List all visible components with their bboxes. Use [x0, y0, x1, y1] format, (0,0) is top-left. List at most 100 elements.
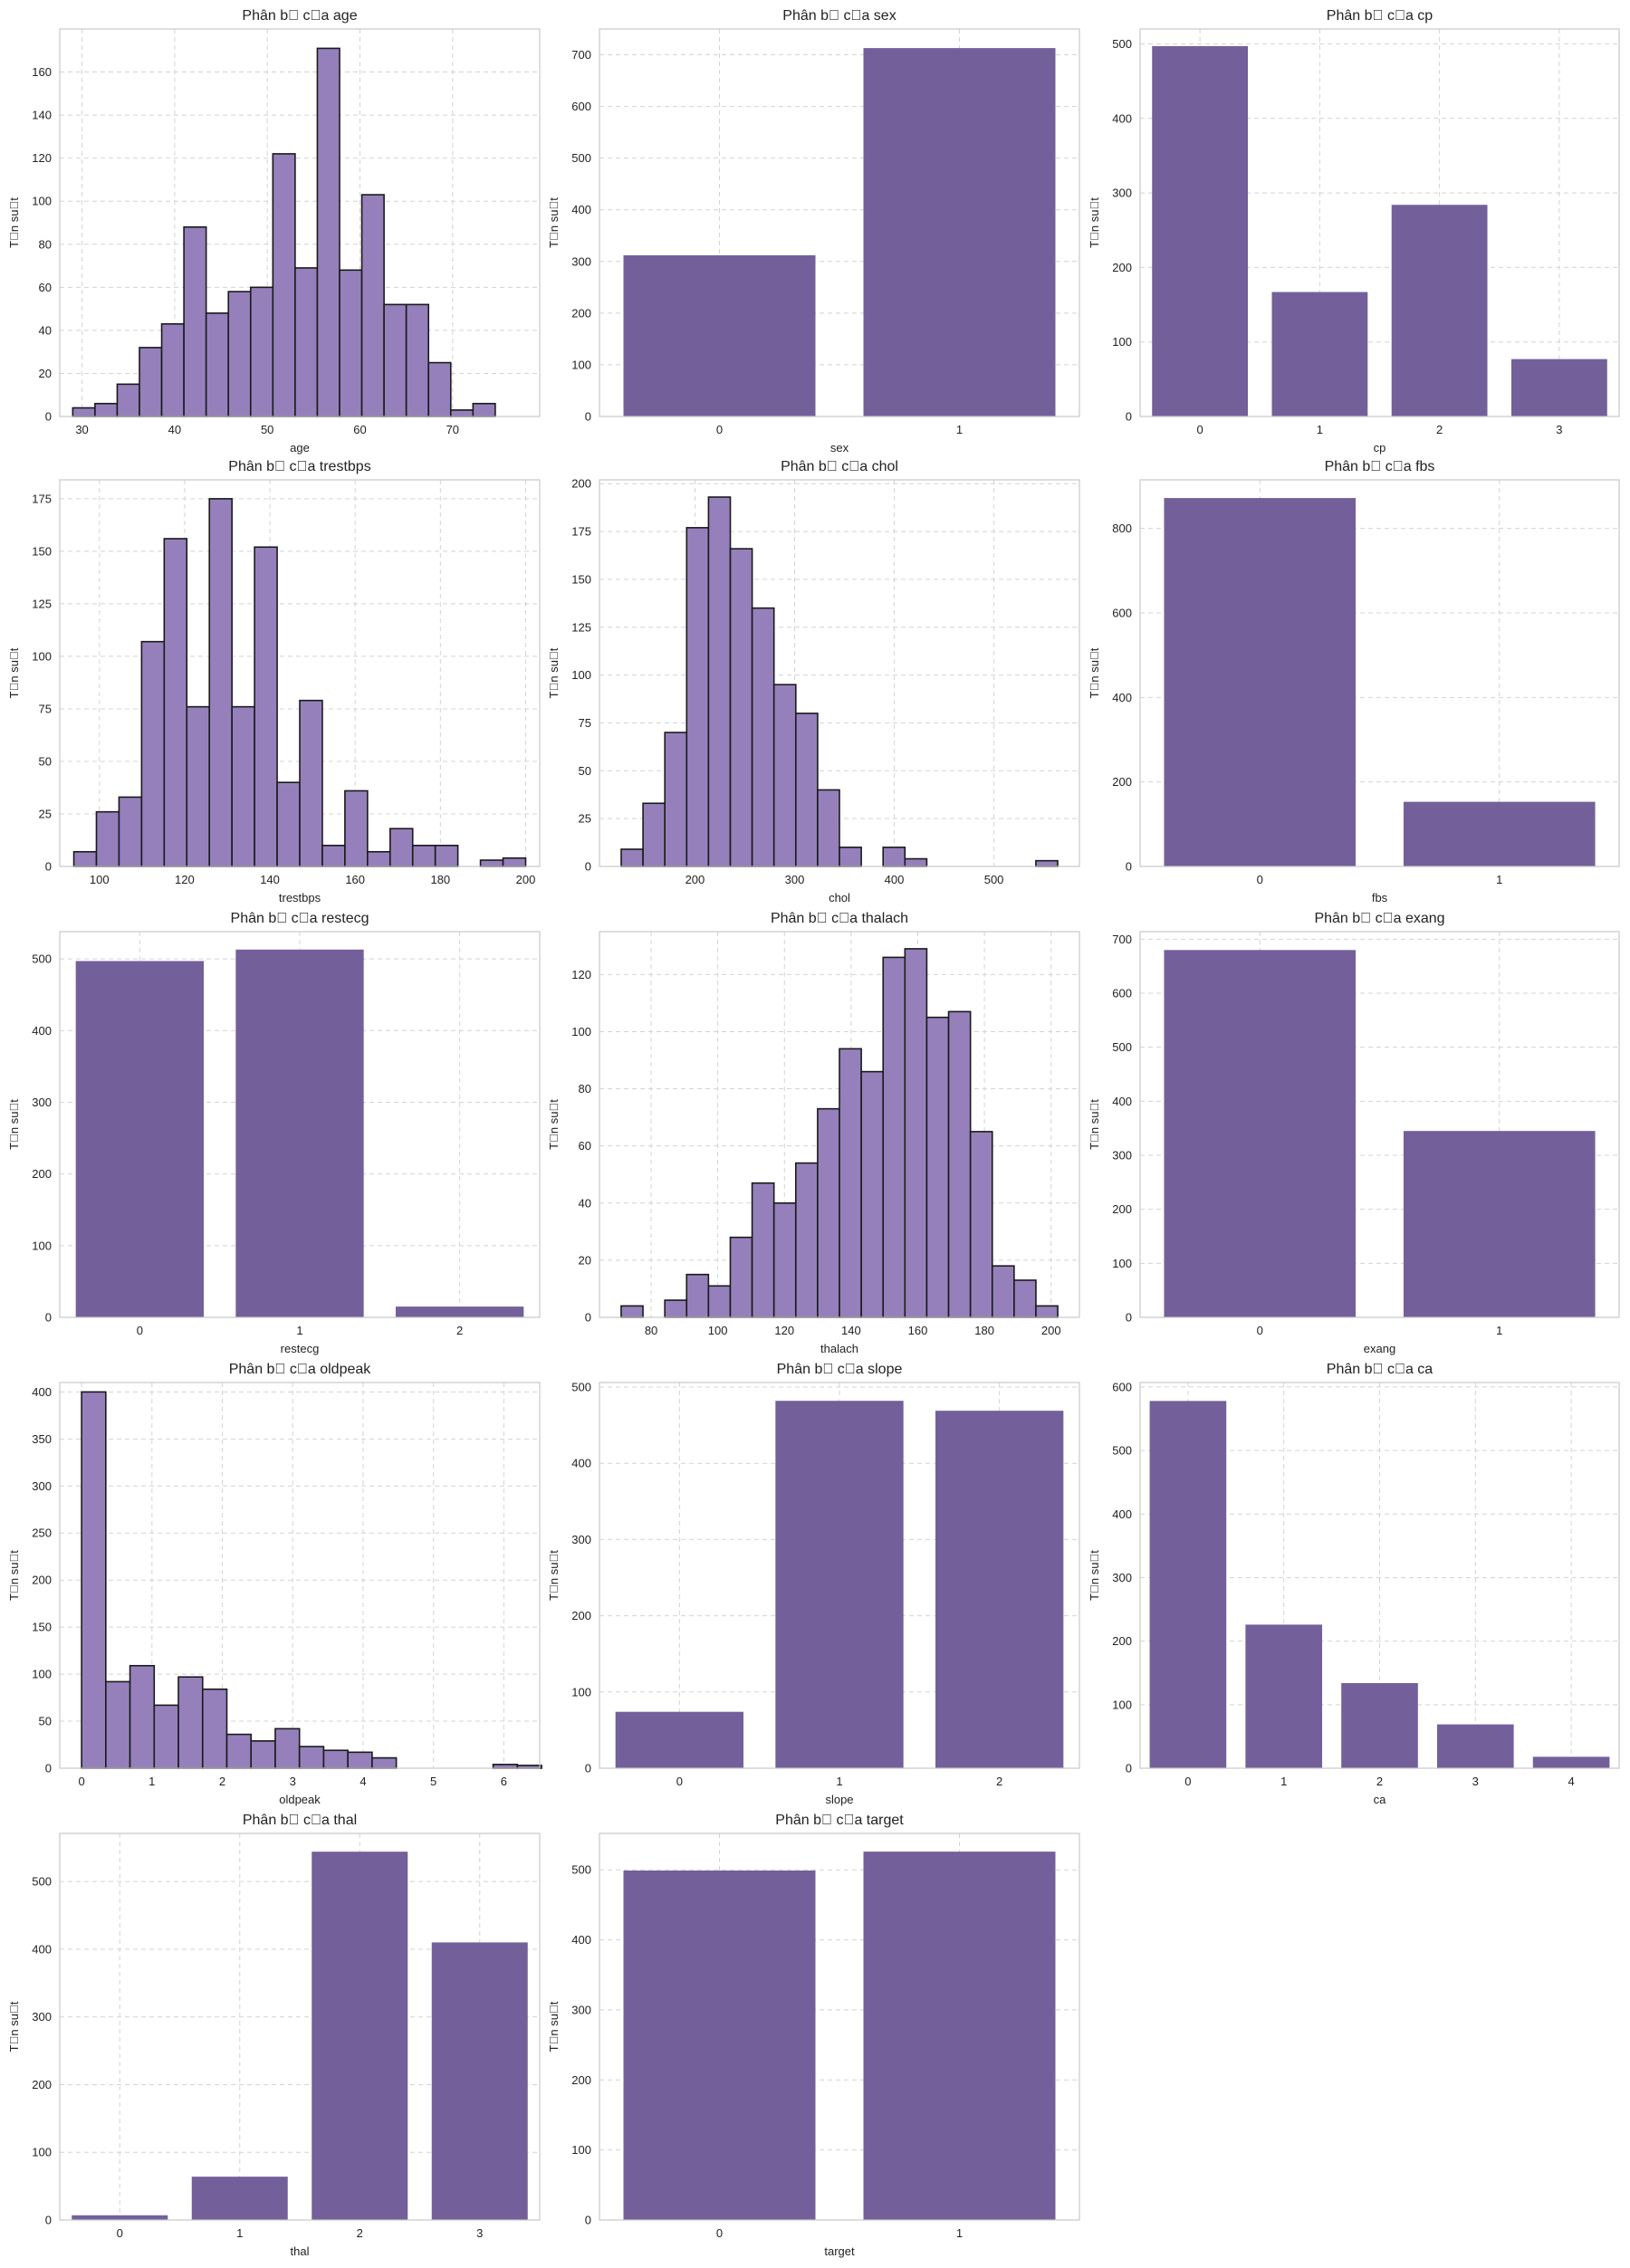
- xtick-label: 70: [446, 423, 459, 436]
- histogram-bar: [294, 267, 319, 417]
- xtick-label: 3: [1556, 423, 1562, 436]
- histogram-bar: [405, 303, 430, 417]
- histogram-bar: [205, 312, 230, 417]
- histogram-bar: [427, 361, 452, 417]
- ytick-label: 200: [1112, 261, 1132, 274]
- xtick-label: 40: [168, 423, 181, 436]
- xtick-label: 0: [1197, 423, 1203, 436]
- plot-frame: [59, 1833, 541, 2221]
- plot-frame: [599, 1833, 1080, 2221]
- bar-3: [431, 1942, 528, 2220]
- histogram-bar: [620, 848, 644, 867]
- ytick-label: 0: [1126, 1311, 1132, 1325]
- ytick-label: 400: [1112, 111, 1132, 125]
- x-axis-label: fbs: [1372, 891, 1388, 904]
- histogram-bar: [925, 1016, 950, 1318]
- histogram-bar: [772, 684, 797, 867]
- histogram-bar: [1013, 1279, 1037, 1318]
- ytick-label: 80: [579, 1082, 591, 1096]
- xtick-label: 140: [841, 1324, 861, 1337]
- histogram-bar: [94, 402, 119, 417]
- histogram-bar: [339, 269, 363, 417]
- ytick-label: 25: [39, 807, 52, 820]
- xtick-label: 1: [1280, 1775, 1287, 1788]
- ytick-label: 0: [45, 410, 52, 424]
- ytick-label: 150: [32, 544, 52, 558]
- ytick-label: 40: [39, 323, 52, 337]
- histogram-bar: [183, 225, 207, 417]
- ytick-label: 0: [585, 2214, 591, 2227]
- x-axis-label: cp: [1374, 441, 1386, 455]
- ytick-label: 500: [571, 1863, 591, 1877]
- subplot-restecg: 0 100 200 300 400 500 0 1 2 Phân b  c a restecg re…: [7, 911, 541, 1355]
- xtick-label: 0: [716, 2226, 723, 2240]
- ytick-label: 200: [32, 1574, 52, 1587]
- histogram-bar: [160, 322, 185, 417]
- ytick-label: 300: [32, 1479, 52, 1493]
- bar-1: [1403, 801, 1596, 866]
- ytick-label: 125: [571, 620, 591, 634]
- plot-frame: [599, 1382, 1080, 1769]
- y-axis-label: T n su t: [7, 1550, 21, 1601]
- xtick-label: 0: [1257, 873, 1263, 886]
- y-axis-label: T n su t: [547, 647, 561, 698]
- ytick-label: 0: [585, 1311, 591, 1325]
- bar-1: [235, 949, 364, 1317]
- ytick-label: 200: [571, 477, 591, 491]
- histogram-bar: [299, 699, 323, 867]
- histogram-bar: [139, 347, 163, 417]
- ytick-label: 400: [1112, 1507, 1132, 1521]
- ytick-label: 125: [32, 597, 52, 610]
- histogram-bar: [116, 383, 140, 417]
- ytick-label: 500: [32, 952, 52, 966]
- xtick-label: 0: [716, 423, 723, 436]
- x-axis-label: oldpeak: [279, 1793, 321, 1806]
- histogram-bar: [882, 956, 906, 1318]
- xtick-label: 50: [261, 423, 273, 436]
- xtick-label: 1: [1496, 873, 1502, 886]
- histogram-bar: [344, 789, 369, 867]
- histogram-bar: [947, 1010, 972, 1318]
- ytick-label: 100: [571, 2143, 591, 2157]
- ytick-label: 0: [1126, 1762, 1132, 1775]
- histogram-bar: [276, 781, 301, 867]
- ytick-label: 500: [1112, 1444, 1132, 1458]
- histogram-bar: [686, 527, 710, 867]
- bar-1: [863, 48, 1056, 417]
- y-axis-label: T n su t: [1088, 1099, 1101, 1150]
- histogram-bar: [81, 1391, 107, 1769]
- ytick-label: 60: [39, 281, 52, 294]
- ytick-label: 400: [32, 1024, 52, 1038]
- histogram-bar: [729, 548, 753, 867]
- bar-0: [75, 961, 205, 1317]
- histogram-bar: [231, 705, 255, 867]
- ytick-label: 300: [571, 2003, 591, 2016]
- subplot-title: Phân b  c a exang: [1314, 911, 1444, 926]
- xtick-label: 3: [1472, 1775, 1479, 1788]
- xtick-label: 500: [984, 873, 1004, 886]
- bar-2: [312, 1852, 408, 2220]
- ytick-label: 300: [32, 2010, 52, 2024]
- histogram-bar: [969, 1131, 993, 1318]
- x-axis-label: thal: [291, 2244, 310, 2258]
- ytick-label: 400: [571, 203, 591, 216]
- subplot-chol: 0 25 50 75 100 125 150 175 200 200 300 400 500 Phân b…: [547, 459, 1080, 904]
- y-axis-label: T n su t: [7, 1099, 21, 1150]
- plot-frame: [599, 931, 1080, 1318]
- ytick-label: 0: [585, 860, 591, 874]
- histogram-bar: [1035, 1305, 1059, 1318]
- xtick-label: 1: [1496, 1324, 1502, 1337]
- ytick-label: 25: [579, 812, 591, 826]
- ytick-label: 150: [32, 1621, 52, 1634]
- x-axis-label: sex: [830, 441, 849, 455]
- plot-frame: [1139, 479, 1620, 867]
- bar-4: [1532, 1756, 1610, 1768]
- histogram-bar: [904, 857, 928, 867]
- xtick-label: 100: [90, 873, 110, 886]
- subplot-sex: 0 100 200 300 400 500 600 700 0 1 Phân b  c a sex s…: [547, 8, 1080, 455]
- xtick-label: 0: [137, 1324, 143, 1337]
- xtick-label: 300: [785, 873, 805, 886]
- xtick-label: 2: [1436, 423, 1443, 436]
- histogram-bar: [163, 538, 188, 867]
- ytick-label: 0: [45, 1762, 52, 1775]
